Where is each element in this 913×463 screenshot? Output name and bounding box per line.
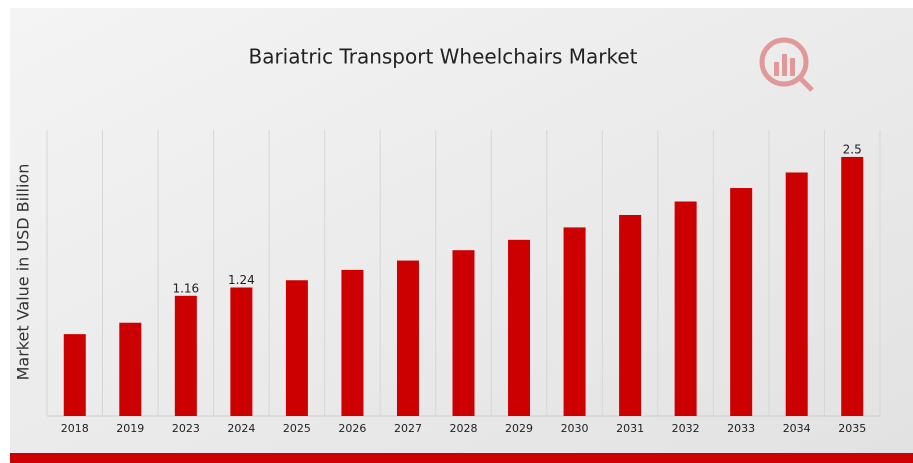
footer-bar [10, 453, 913, 463]
x-tick-label: 2025 [283, 422, 311, 435]
x-tick-label: 2024 [227, 422, 255, 435]
value-label: 1.16 [172, 281, 199, 295]
bar [174, 295, 197, 416]
x-tick-label: 2031 [616, 422, 644, 435]
bar [619, 214, 642, 416]
x-tick-label: 2019 [116, 422, 144, 435]
x-tick-label: 2030 [561, 422, 589, 435]
x-tick-label: 2032 [672, 422, 700, 435]
bar [285, 280, 308, 416]
chart-title: Bariatric Transport Wheelchairs Market [248, 45, 637, 69]
x-tick-label: 2027 [394, 422, 422, 435]
bar [119, 322, 142, 416]
x-tick-label: 2018 [61, 422, 89, 435]
bar [785, 172, 808, 416]
y-axis-label: Market Value in USD Billion [14, 164, 33, 381]
bar [452, 250, 475, 416]
x-tick-label: 2026 [338, 422, 366, 435]
x-tick-label: 2023 [172, 422, 200, 435]
x-tick-label: 2029 [505, 422, 533, 435]
bar [508, 239, 531, 416]
x-tick-label: 2028 [450, 422, 478, 435]
bar [230, 287, 253, 416]
x-tick-label: 2034 [783, 422, 811, 435]
x-tick-label: 2035 [838, 422, 866, 435]
x-tick-label: 2033 [727, 422, 755, 435]
logo [759, 37, 814, 92]
bar [730, 188, 753, 416]
bar [563, 227, 586, 416]
bar [396, 260, 419, 416]
bar [841, 156, 864, 417]
value-label: 2.5 [843, 142, 862, 156]
value-label: 1.24 [228, 273, 255, 287]
bar [63, 334, 86, 416]
bar [674, 201, 697, 416]
bar [341, 269, 364, 416]
